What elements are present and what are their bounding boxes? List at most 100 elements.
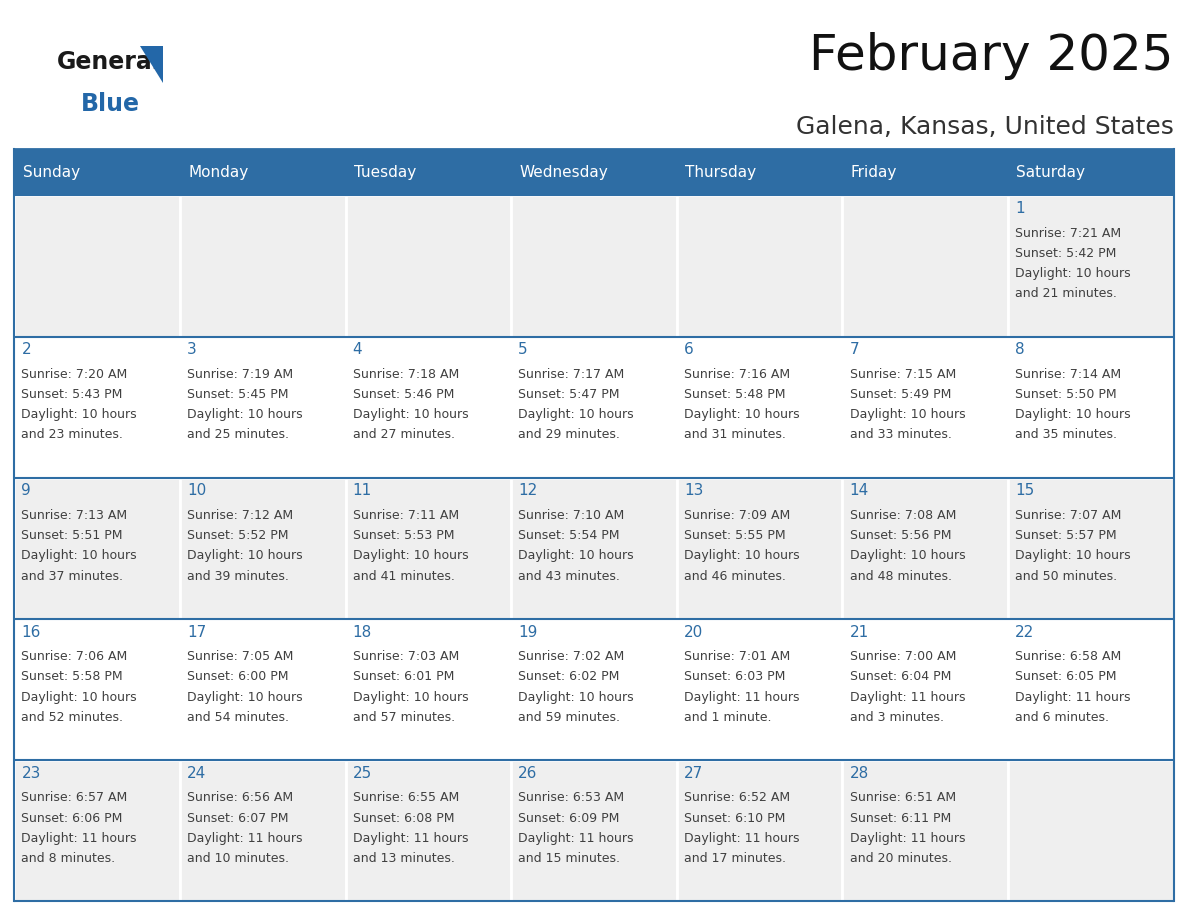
Bar	[842, 478, 1009, 619]
Bar	[346, 478, 511, 619]
Text: Daylight: 10 hours: Daylight: 10 hours	[187, 409, 303, 421]
Text: and 46 minutes.: and 46 minutes.	[684, 570, 785, 583]
Text: Daylight: 10 hours: Daylight: 10 hours	[1016, 409, 1131, 421]
Text: Saturday: Saturday	[1017, 164, 1086, 180]
Bar	[179, 149, 346, 196]
Text: Sunset: 6:03 PM: Sunset: 6:03 PM	[684, 670, 785, 683]
Text: 19: 19	[518, 624, 538, 640]
Text: 11: 11	[353, 484, 372, 498]
Text: Sunset: 5:48 PM: Sunset: 5:48 PM	[684, 388, 785, 401]
Text: Sunset: 5:43 PM: Sunset: 5:43 PM	[21, 388, 122, 401]
Text: Sunset: 5:55 PM: Sunset: 5:55 PM	[684, 530, 785, 543]
Text: Sunset: 6:09 PM: Sunset: 6:09 PM	[518, 812, 620, 824]
Text: Daylight: 10 hours: Daylight: 10 hours	[353, 409, 468, 421]
Bar	[677, 337, 842, 478]
Text: Tuesday: Tuesday	[354, 164, 416, 180]
Bar	[677, 478, 842, 619]
Text: Daylight: 10 hours: Daylight: 10 hours	[518, 409, 634, 421]
Bar	[842, 149, 1009, 196]
Text: Sunset: 5:56 PM: Sunset: 5:56 PM	[849, 530, 952, 543]
Text: Sunset: 6:11 PM: Sunset: 6:11 PM	[849, 812, 950, 824]
Bar	[511, 619, 677, 760]
Text: 26: 26	[518, 766, 538, 781]
Text: Daylight: 11 hours: Daylight: 11 hours	[684, 690, 800, 703]
Text: 10: 10	[187, 484, 207, 498]
Bar	[511, 478, 677, 619]
Text: Sunset: 5:58 PM: Sunset: 5:58 PM	[21, 670, 124, 683]
Bar	[14, 149, 179, 196]
Bar	[1009, 196, 1174, 337]
Text: Monday: Monday	[188, 164, 248, 180]
Text: Sunset: 6:07 PM: Sunset: 6:07 PM	[187, 812, 289, 824]
Text: Daylight: 11 hours: Daylight: 11 hours	[849, 690, 965, 703]
Text: 24: 24	[187, 766, 207, 781]
Text: and 6 minutes.: and 6 minutes.	[1016, 711, 1110, 723]
Text: and 25 minutes.: and 25 minutes.	[187, 429, 289, 442]
Text: General: General	[57, 50, 160, 74]
Text: Sunrise: 6:57 AM: Sunrise: 6:57 AM	[21, 791, 127, 804]
Text: and 37 minutes.: and 37 minutes.	[21, 570, 124, 583]
Bar	[511, 760, 677, 901]
Text: Sunset: 6:10 PM: Sunset: 6:10 PM	[684, 812, 785, 824]
Text: and 27 minutes.: and 27 minutes.	[353, 429, 455, 442]
Bar	[179, 760, 346, 901]
Text: Sunrise: 7:11 AM: Sunrise: 7:11 AM	[353, 509, 459, 522]
Text: and 20 minutes.: and 20 minutes.	[849, 852, 952, 865]
Bar	[346, 196, 511, 337]
Text: Sunrise: 7:01 AM: Sunrise: 7:01 AM	[684, 650, 790, 663]
Text: Daylight: 10 hours: Daylight: 10 hours	[21, 409, 137, 421]
Text: and 52 minutes.: and 52 minutes.	[21, 711, 124, 723]
Text: and 10 minutes.: and 10 minutes.	[187, 852, 289, 865]
Text: and 43 minutes.: and 43 minutes.	[518, 570, 620, 583]
Text: Daylight: 11 hours: Daylight: 11 hours	[353, 832, 468, 845]
Bar	[14, 760, 179, 901]
Bar	[14, 196, 179, 337]
Text: Sunset: 6:02 PM: Sunset: 6:02 PM	[518, 670, 620, 683]
Text: Sunrise: 7:05 AM: Sunrise: 7:05 AM	[187, 650, 293, 663]
Text: 15: 15	[1016, 484, 1035, 498]
Text: Sunrise: 7:02 AM: Sunrise: 7:02 AM	[518, 650, 625, 663]
Text: 8: 8	[1016, 342, 1025, 357]
Text: 2: 2	[21, 342, 31, 357]
Text: Sunrise: 7:21 AM: Sunrise: 7:21 AM	[1016, 227, 1121, 240]
Text: Sunrise: 6:51 AM: Sunrise: 6:51 AM	[849, 791, 955, 804]
Text: and 23 minutes.: and 23 minutes.	[21, 429, 124, 442]
Text: Sunrise: 7:15 AM: Sunrise: 7:15 AM	[849, 368, 956, 381]
Text: 14: 14	[849, 484, 868, 498]
Text: 12: 12	[518, 484, 537, 498]
Text: and 48 minutes.: and 48 minutes.	[849, 570, 952, 583]
Bar	[346, 337, 511, 478]
Text: and 31 minutes.: and 31 minutes.	[684, 429, 785, 442]
Text: and 57 minutes.: and 57 minutes.	[353, 711, 455, 723]
Text: Daylight: 10 hours: Daylight: 10 hours	[1016, 267, 1131, 280]
Text: Sunset: 5:50 PM: Sunset: 5:50 PM	[1016, 388, 1117, 401]
Text: Wednesday: Wednesday	[519, 164, 608, 180]
Text: and 3 minutes.: and 3 minutes.	[849, 711, 943, 723]
Text: Sunrise: 7:07 AM: Sunrise: 7:07 AM	[1016, 509, 1121, 522]
Bar	[511, 149, 677, 196]
Text: Daylight: 11 hours: Daylight: 11 hours	[21, 832, 137, 845]
Text: Sunrise: 6:56 AM: Sunrise: 6:56 AM	[187, 791, 293, 804]
Text: Daylight: 10 hours: Daylight: 10 hours	[21, 690, 137, 703]
Text: Daylight: 10 hours: Daylight: 10 hours	[849, 409, 965, 421]
Text: Sunset: 5:47 PM: Sunset: 5:47 PM	[518, 388, 620, 401]
Text: and 21 minutes.: and 21 minutes.	[1016, 287, 1117, 300]
Text: Daylight: 10 hours: Daylight: 10 hours	[518, 550, 634, 563]
Text: 25: 25	[353, 766, 372, 781]
Text: Sunset: 6:01 PM: Sunset: 6:01 PM	[353, 670, 454, 683]
Text: Sunset: 5:53 PM: Sunset: 5:53 PM	[353, 530, 454, 543]
Text: Blue: Blue	[81, 92, 140, 116]
Text: Sunset: 6:04 PM: Sunset: 6:04 PM	[849, 670, 950, 683]
Text: 27: 27	[684, 766, 703, 781]
Bar	[14, 478, 179, 619]
Bar	[346, 149, 511, 196]
Text: Thursday: Thursday	[685, 164, 757, 180]
Polygon shape	[140, 46, 163, 83]
Bar	[842, 619, 1009, 760]
Text: Sunrise: 7:18 AM: Sunrise: 7:18 AM	[353, 368, 459, 381]
Bar	[179, 196, 346, 337]
Text: Sunrise: 7:14 AM: Sunrise: 7:14 AM	[1016, 368, 1121, 381]
Text: Sunrise: 7:06 AM: Sunrise: 7:06 AM	[21, 650, 127, 663]
Text: and 41 minutes.: and 41 minutes.	[353, 570, 455, 583]
Text: Daylight: 10 hours: Daylight: 10 hours	[353, 690, 468, 703]
